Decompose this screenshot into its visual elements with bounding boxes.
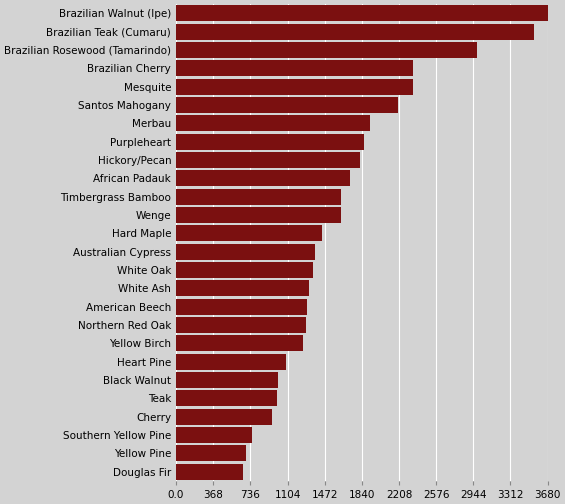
Bar: [176, 354, 286, 370]
Bar: [176, 97, 398, 113]
Bar: [176, 262, 314, 278]
Bar: [176, 298, 307, 314]
Bar: [176, 134, 364, 150]
Bar: [176, 390, 277, 406]
Bar: [176, 372, 278, 388]
Bar: [176, 152, 360, 168]
Bar: [176, 188, 341, 205]
Bar: [176, 115, 371, 132]
Bar: [176, 79, 413, 95]
Bar: [176, 464, 243, 480]
Bar: [176, 243, 315, 260]
Bar: [176, 24, 533, 40]
Bar: [176, 409, 272, 425]
Bar: [176, 170, 350, 186]
Bar: [176, 5, 547, 21]
Bar: [176, 225, 323, 241]
Bar: [176, 317, 306, 333]
Bar: [176, 60, 414, 77]
Bar: [176, 445, 246, 461]
Bar: [176, 42, 477, 58]
Bar: [176, 335, 303, 351]
Bar: [176, 427, 252, 443]
Bar: [176, 207, 341, 223]
Bar: [176, 280, 309, 296]
